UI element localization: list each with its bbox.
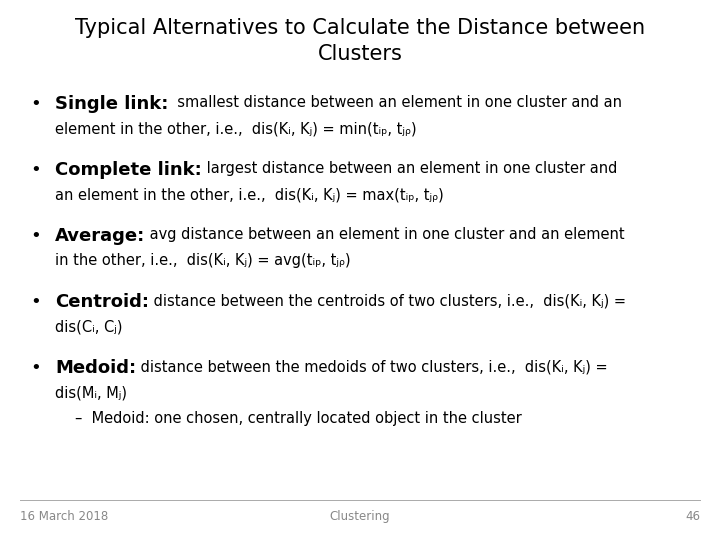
Text: smallest distance between an element in one cluster and an: smallest distance between an element in … <box>168 95 622 110</box>
Text: 16 March 2018: 16 March 2018 <box>20 510 108 523</box>
Text: Typical Alternatives to Calculate the Distance between: Typical Alternatives to Calculate the Di… <box>75 18 645 38</box>
Text: •: • <box>30 227 41 245</box>
Text: distance between the medoids of two clusters, i.e.,  dis(Kᵢ, Kⱼ) =: distance between the medoids of two clus… <box>136 359 608 374</box>
Text: •: • <box>30 293 41 311</box>
Text: largest distance between an element in one cluster and: largest distance between an element in o… <box>202 161 617 176</box>
Text: •: • <box>30 161 41 179</box>
Text: Clusters: Clusters <box>318 44 402 64</box>
Text: dis(Mᵢ, Mⱼ): dis(Mᵢ, Mⱼ) <box>55 385 127 400</box>
Text: avg distance between an element in one cluster and an element: avg distance between an element in one c… <box>145 227 625 242</box>
Text: •: • <box>30 95 41 113</box>
Text: Complete link:: Complete link: <box>55 161 202 179</box>
Text: –  Medoid: one chosen, centrally located object in the cluster: – Medoid: one chosen, centrally located … <box>75 411 522 426</box>
Text: Medoid:: Medoid: <box>55 359 136 377</box>
Text: •: • <box>30 359 41 377</box>
Text: element in the other, i.e.,  dis(Kᵢ, Kⱼ) = min(tᵢₚ, tⱼᵨ): element in the other, i.e., dis(Kᵢ, Kⱼ) … <box>55 121 417 136</box>
Text: Average:: Average: <box>55 227 145 245</box>
Text: Clustering: Clustering <box>330 510 390 523</box>
Text: in the other, i.e.,  dis(Kᵢ, Kⱼ) = avg(tᵢₚ, tⱼᵨ): in the other, i.e., dis(Kᵢ, Kⱼ) = avg(tᵢ… <box>55 253 351 268</box>
Text: an element in the other, i.e.,  dis(Kᵢ, Kⱼ) = max(tᵢₚ, tⱼᵨ): an element in the other, i.e., dis(Kᵢ, K… <box>55 187 444 202</box>
Text: Centroid:: Centroid: <box>55 293 149 311</box>
Text: dis(Cᵢ, Cⱼ): dis(Cᵢ, Cⱼ) <box>55 319 122 334</box>
Text: Single link:: Single link: <box>55 95 168 113</box>
Text: distance between the centroids of two clusters, i.e.,  dis(Kᵢ, Kⱼ) =: distance between the centroids of two cl… <box>149 293 626 308</box>
Text: 46: 46 <box>685 510 700 523</box>
